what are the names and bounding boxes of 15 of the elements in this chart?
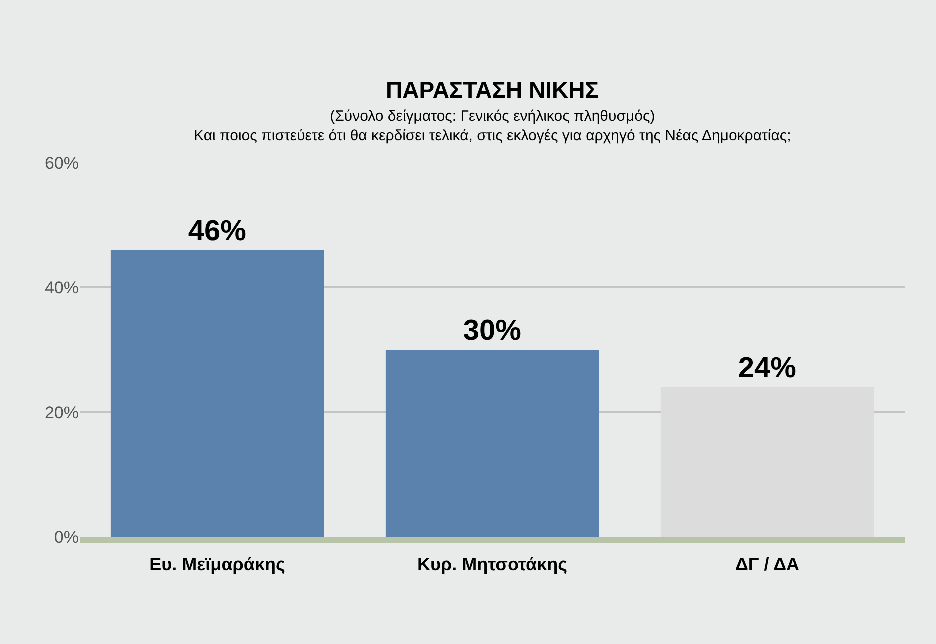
bar <box>110 250 324 537</box>
data-label: 24% <box>738 352 797 384</box>
x-tick-label: Κυρ. Μητσοτάκης <box>418 554 568 575</box>
y-tick-label: 60% <box>44 154 79 173</box>
bar <box>660 387 874 537</box>
y-tick-label: 20% <box>44 403 79 422</box>
data-label: 46% <box>188 215 247 248</box>
data-label: 30% <box>463 315 522 347</box>
y-tick-label: 40% <box>44 278 79 298</box>
y-tick-label: 0% <box>54 528 79 547</box>
x-tick-label: Ευ. Μεϊμαράκης <box>150 554 286 575</box>
chart-subtitle: (Σύνολο δείγματος: Γενικός ενήλικος πληθυσμός) Και ποιος πιστεύετε ότι θα κερδίσει τελικά, στις εκλογές για αρχηγό της Νέας Δημοκρατίας; <box>194 108 792 144</box>
chart-title: ΠΑΡΑΣΤΑΣΗ ΝΙΚΗΣ <box>386 77 600 104</box>
bar <box>386 350 600 537</box>
x-tick-label: ΔΓ / ΔΑ <box>735 554 800 575</box>
